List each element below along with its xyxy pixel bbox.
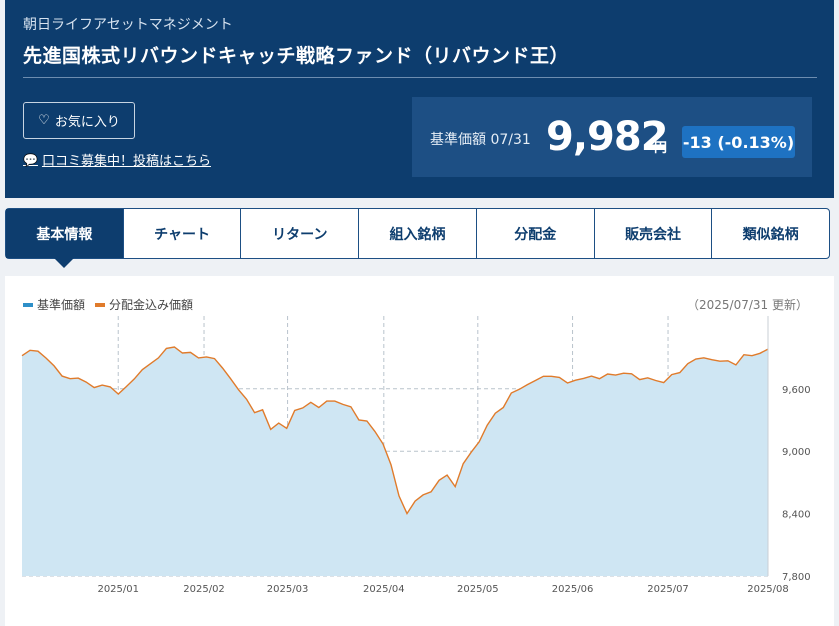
review-link[interactable]: 💬 口コミ募集中！投稿はこちら: [23, 150, 211, 170]
header-divider: [23, 77, 817, 78]
y-tick-label: 9,600: [782, 385, 811, 396]
x-tick-label: 2025/07: [647, 584, 689, 595]
fund-title: 先進国株式リバウンドキャッチ戦略ファンド（リバウンド王）: [23, 45, 570, 67]
legend-swatch-nav: [23, 302, 33, 307]
x-tick-label: 2025/04: [363, 584, 405, 595]
fund-header: 朝日ライフアセットマネジメント 先進国株式リバウンドキャッチ戦略ファンド（リバウ…: [5, 0, 834, 198]
tab-similar[interactable]: 類似銘柄: [742, 226, 799, 243]
price-label: 基準価額 07/31: [430, 132, 531, 148]
legend-label-nav: 基準価額: [37, 298, 86, 312]
x-tick-label: 2025/06: [552, 584, 594, 595]
legend-swatch-dist: [95, 302, 106, 307]
x-tick-label: 2025/02: [183, 584, 225, 595]
heart-icon: ♡: [38, 113, 50, 128]
favorite-button[interactable]: ♡ お気に入り: [23, 102, 135, 139]
price-value: 9,982: [546, 114, 669, 160]
series-line-dist: [21, 346, 769, 516]
tab-distribution[interactable]: 分配金: [477, 209, 595, 258]
price-unit: 円: [654, 141, 668, 156]
favorite-label: お気に入り: [54, 115, 120, 130]
x-tick-label: 2025/05: [457, 584, 499, 595]
price-chart[interactable]: 9,600 9,000 8,400 7,800 2025/01 2025/02 2025/0…: [5, 276, 834, 626]
y-tick-label: 9,000: [782, 447, 811, 458]
x-tick-label: 2025/01: [97, 584, 139, 595]
legend-label-dist: 分配金込み価額: [109, 298, 194, 312]
chat-bubble-icon: 💬: [23, 152, 38, 167]
price-change-badge: -13 (-0.13%): [682, 126, 795, 158]
tab-return[interactable]: リターン: [241, 209, 360, 258]
x-tick-label: 2025/03: [267, 584, 309, 595]
series-area-nav: [22, 347, 768, 576]
tab-holdings[interactable]: 組入銘柄: [359, 209, 477, 258]
y-tick-label: 8,400: [782, 510, 811, 521]
tab-bar: 基本情報 チャート リターン 組入銘柄 分配金 販売会社 類似銘柄: [5, 208, 830, 268]
tab-basic-info[interactable]: 基本情報: [6, 209, 124, 268]
legend-item-dist[interactable]: 分配金込み価額: [95, 296, 193, 313]
tab-distributors[interactable]: 販売会社: [595, 209, 713, 258]
legend-item-nav[interactable]: 基準価額: [23, 296, 85, 313]
chart-panel: 基準価額 分配金込み価額 （2025/07/31 更新） 9,600 9,000 8…: [5, 276, 834, 626]
price-box: 基準価額 07/31 9,982 円 -13 (-0.13%): [412, 97, 812, 177]
chart-legend: 基準価額 分配金込み価額: [23, 296, 193, 313]
tab-chart[interactable]: チャート: [124, 209, 242, 258]
review-link-label: 口コミ募集中！投稿はこちら: [41, 154, 211, 169]
updated-date: （2025/07/31 更新）: [687, 298, 808, 312]
company-name[interactable]: 朝日ライフアセットマネジメント: [23, 17, 233, 33]
y-tick-label: 7,800: [782, 572, 811, 583]
x-tick-label: 2025/08: [747, 584, 789, 595]
